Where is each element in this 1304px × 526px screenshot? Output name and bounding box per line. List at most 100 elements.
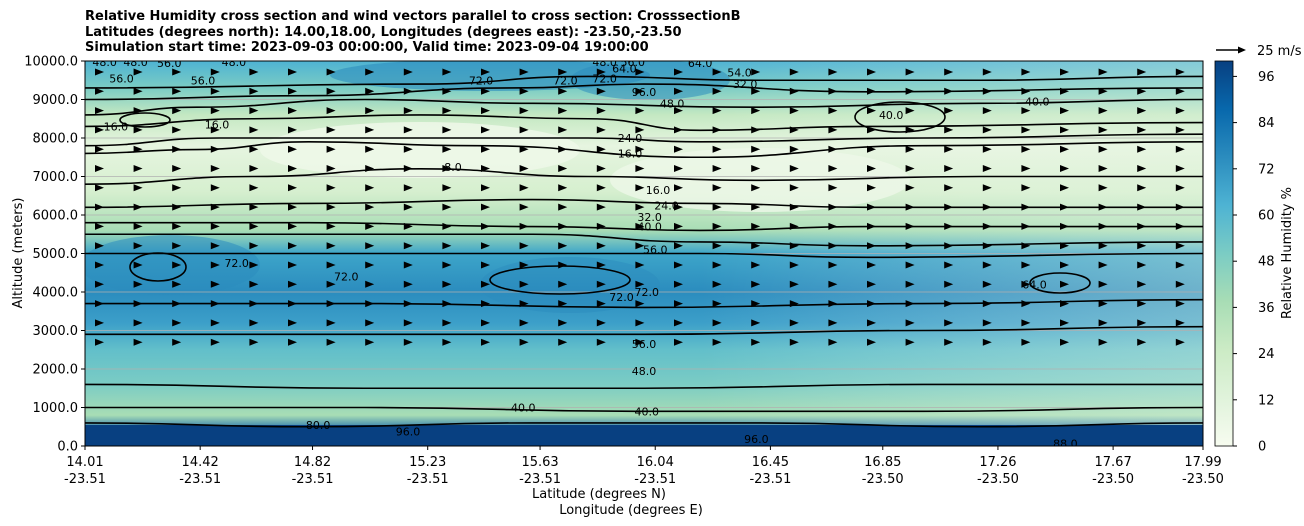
colorbar-tick-label: 0 [1258,440,1266,455]
wind-arrow [1137,68,1147,76]
wind-arrow [1137,126,1147,134]
wind-arrow [828,145,838,153]
wind-arrow [558,222,568,230]
x-tick-label-lat: 17.67 [1095,455,1132,470]
moist-top-2 [570,61,730,100]
wind-arrow [172,242,182,250]
contour-label: 24.0 [618,132,643,145]
wind-arrow [1098,165,1108,172]
wind-arrow [751,319,761,327]
wind-arrow [982,68,992,76]
wind-arrow [828,300,838,308]
wind-arrow [442,184,452,192]
contour-label: 24.0 [654,199,679,212]
wind-arrow [403,261,413,269]
wind-arrow [674,242,683,250]
contour-line [85,98,1203,116]
wind-arrow [326,203,336,211]
wind-arrow [210,300,220,308]
wind-arrow [519,261,529,269]
wind-arrow [1060,87,1069,95]
colorbar-tick-label: 96 [1258,70,1275,85]
wind-arrow [442,242,452,250]
wind-arrow [751,145,761,153]
contour-label: 56.0 [157,57,182,70]
wind-arrow [712,87,722,95]
wind-arrow [905,338,915,346]
wind-arrow [635,145,645,153]
wind-arrow [1021,68,1031,76]
wind-arrow [1021,145,1031,153]
wind-arrow [789,184,799,192]
wind-arrow [326,184,336,192]
contour-line [85,221,1203,232]
y-tick-label: 6000.0 [33,209,79,224]
wind-arrow [635,338,645,346]
wind-arrow [596,338,606,346]
wind-arrow [751,222,761,230]
wind-arrow [1098,261,1108,269]
wind-arrow [403,203,413,211]
wind-arrow [789,68,799,76]
wind-arrow [326,145,336,153]
wind-arrow [674,145,683,153]
wind-arrow [249,222,259,230]
wind-arrow [1137,242,1147,250]
colorbar-tick-label: 72 [1258,162,1275,177]
wind-arrow [1175,126,1185,134]
y-tick-label: 4000.0 [33,286,79,301]
contour-label: 64.0 [1022,278,1047,291]
wind-arrow [596,107,606,115]
wind-arrow [172,319,182,327]
wind-arrow [172,338,182,346]
wind-arrow [133,300,143,308]
wind-arrow [1175,107,1185,115]
contour-line [85,325,1203,336]
wind-arrow [442,338,452,346]
colorbar-tick-label: 84 [1258,116,1275,131]
wind-arrow [442,107,452,115]
wind-arrow [365,222,375,230]
wind-arrow [558,203,568,211]
colorbar-tick-label: 60 [1258,209,1275,224]
wind-arrow [751,300,761,308]
wind-arrow [95,242,104,250]
wind-arrow [1021,203,1031,211]
wind-arrow [288,242,297,250]
wind-arrow [1060,107,1069,115]
wind-arrow [712,203,722,211]
wind-arrow [982,165,992,172]
contour-label: 16.0 [646,184,671,197]
x-tick-label-lon: -23.51 [179,472,221,487]
wind-arrow [982,203,992,211]
wind-arrow [1098,145,1108,153]
wind-arrow [95,300,104,308]
contour-label: 40.0 [511,402,536,415]
wind-arrow [210,203,220,211]
wind-arrow [288,222,297,230]
wind-arrow [210,319,220,327]
wind-arrow [133,261,143,269]
wind-arrow [635,68,645,76]
wind-arrow [133,203,143,211]
wind-arrow [905,145,915,153]
wind-arrow [210,280,220,288]
wind-arrow [133,319,143,327]
wind-arrow [1137,222,1147,230]
wind-arrow [751,87,761,95]
x-tick-label-lon: -23.51 [519,472,561,487]
wind-arrow [674,107,683,115]
wind-arrow [1098,300,1108,308]
wind-arrow [751,280,761,288]
wind-arrow [133,184,143,192]
wind-arrow [1137,300,1147,308]
wind-arrow [403,222,413,230]
wind-arrow [944,280,954,288]
wind-arrow [365,126,375,134]
wind-arrow [867,126,876,134]
wind-arrow [1137,145,1147,153]
wind-arrow [481,222,490,230]
wind-arrow [596,165,606,172]
wind-arrow [288,338,297,346]
wind-arrow [133,87,143,95]
